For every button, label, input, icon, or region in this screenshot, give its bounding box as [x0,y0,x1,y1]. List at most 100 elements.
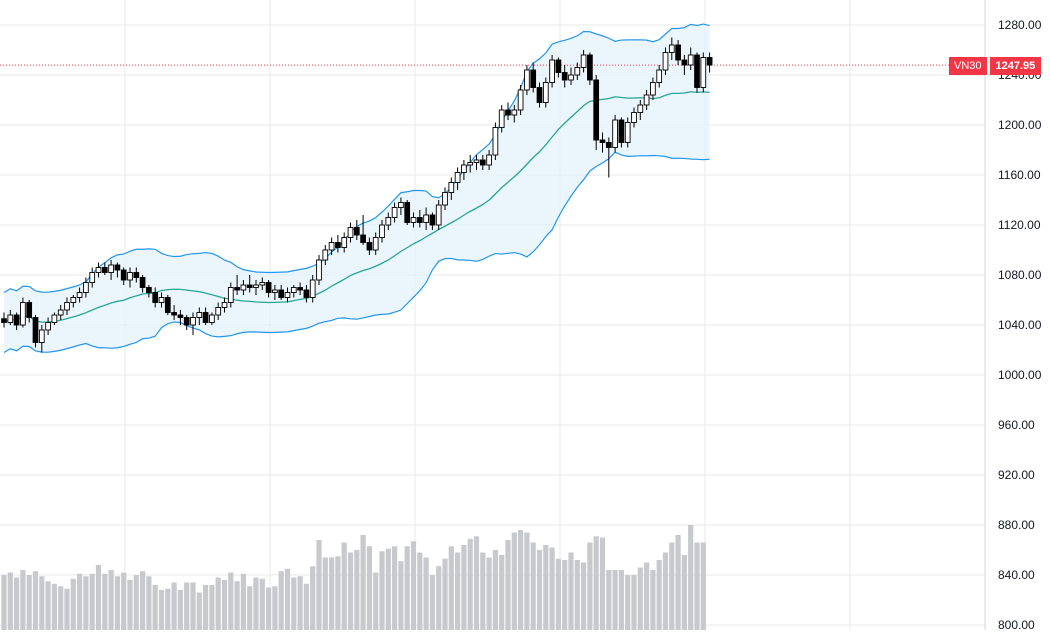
volume-bar [581,562,587,630]
candle-body [624,122,631,143]
price-tick-label: 1160.00 [998,168,1041,182]
candle-body [127,272,133,281]
volume-bar [247,586,253,630]
volume-bar [486,557,492,630]
candle-body [416,217,423,223]
volume-bar [366,546,372,630]
volume-bar [240,573,246,630]
volume-bar [410,541,417,630]
candle-body [240,284,247,291]
price-tick-label: 880.00 [998,518,1035,532]
volume-bar [316,540,322,630]
candle-body [461,164,467,173]
volume-bar [341,542,347,630]
candle-body [139,277,146,288]
price-tick-label: 840.00 [998,568,1035,582]
volume-bar [448,546,454,630]
price-tick-label: 920.00 [998,468,1035,482]
candle-body [158,297,165,303]
volume-bar [165,588,171,630]
volume-bar [379,551,385,630]
candle-body [152,292,159,303]
volume-bar [404,546,410,630]
candle-body [70,297,77,303]
volume-bar [102,573,108,630]
volume-bar [108,570,114,630]
volume-bar [423,557,429,630]
candle-body [146,287,152,293]
price-tick-label: 1280.00 [998,18,1042,32]
volume-bar [492,550,498,630]
candle-body [568,74,574,81]
volume-bar [1,575,7,630]
volume-bar [612,570,618,630]
candle-body [45,322,51,331]
volume-bar [291,577,297,630]
candle-body [631,112,637,123]
volume-bar [436,566,442,630]
volume-bar [266,587,272,630]
volume-bar [480,552,486,630]
candle-body [284,292,291,298]
candle-body [227,287,234,303]
volume-bar [234,581,240,630]
volume-bar [51,583,57,630]
candle-body [64,302,70,311]
volume-bar [669,542,675,630]
candle-body [202,312,209,323]
candle-body [322,249,329,261]
volume-bar [215,577,221,630]
volume-bar [20,570,26,630]
candle-body [410,217,417,223]
last-price-value: 1247.95 [989,57,1042,75]
volume-bar [644,562,650,630]
candle-body [196,312,203,318]
candle-body [385,217,392,226]
volume-bar [140,571,146,630]
candle-body [190,317,196,326]
volume-bar [625,575,631,630]
candle-body [668,44,675,53]
candle-body [524,69,530,91]
candle-body [467,162,474,166]
candle-body [51,314,58,323]
volume-bar [39,576,45,630]
volume-bar [637,567,643,630]
volume-bar [203,585,209,630]
volume-bar [58,586,64,630]
candle-body [599,139,606,143]
candle-body [605,142,612,148]
candle-body [272,289,278,293]
volume-bar [530,542,536,630]
volume-bar [562,560,568,630]
candle-body [536,87,543,103]
price-tick-label: 1000.00 [998,368,1042,382]
volume-bar [587,542,593,630]
candle-body [549,59,555,83]
volume-bar [606,570,612,630]
volume-bar [70,578,76,630]
volume-bar [322,557,328,630]
candle-body [517,89,524,111]
volume-bar [656,560,662,630]
candle-body [473,159,480,163]
candle-body [335,242,341,248]
volume-bar [543,545,549,630]
volume-bar [221,580,228,630]
volume-bar [152,585,158,630]
volume-bar [335,556,341,630]
candle-body [555,59,562,73]
volume-bar [461,545,467,630]
candle-body [133,272,140,278]
volume-bar [127,580,133,630]
candle-body [643,94,650,106]
volume-bar [455,552,461,630]
volume-bar [417,552,423,630]
candle-body [442,192,448,206]
candle-body [316,259,322,281]
candle-body [448,182,455,193]
volume-bar [7,572,13,630]
candle-body [253,284,259,288]
